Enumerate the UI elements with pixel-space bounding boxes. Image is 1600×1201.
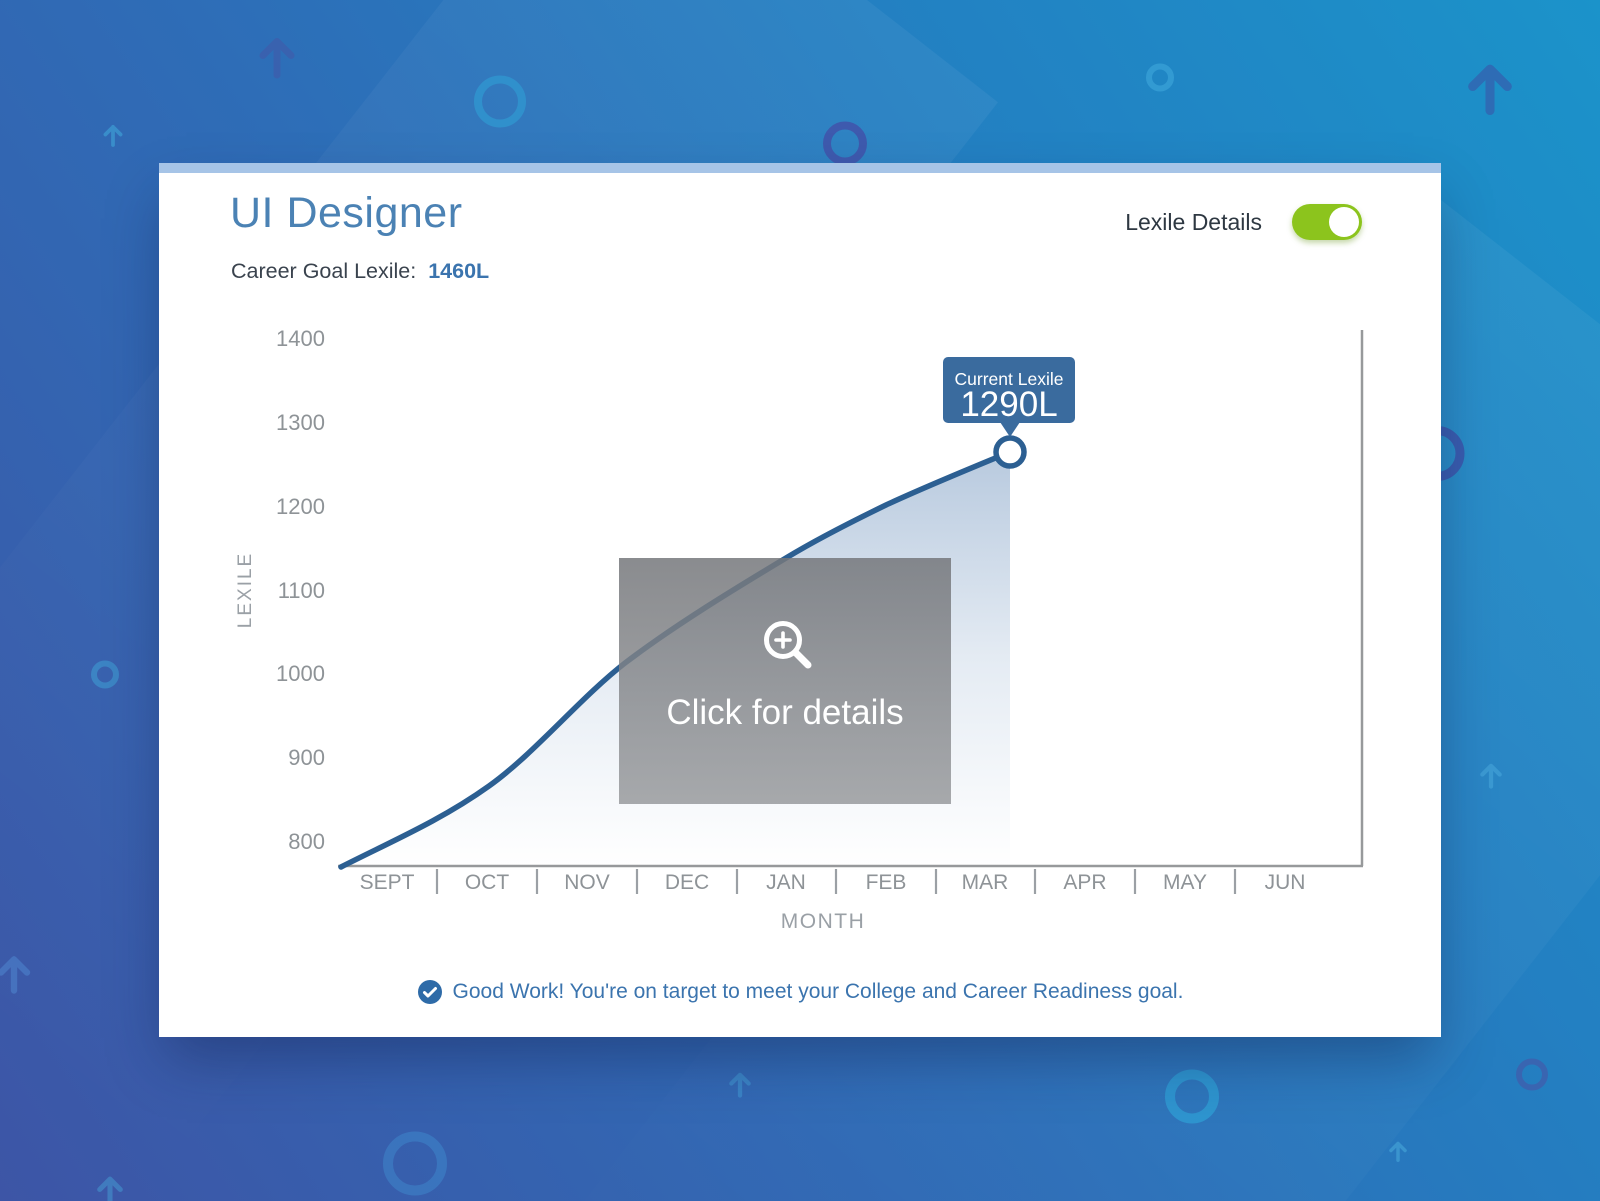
x-tick-label: SEPT	[360, 871, 415, 894]
arrow-up-icon	[91, 1171, 129, 1201]
card-top-accent-bar	[159, 163, 1441, 173]
ring-icon	[1515, 1058, 1549, 1097]
arrow-up-icon	[1385, 1138, 1411, 1169]
career-goal-label: Career Goal Lexile:	[231, 259, 417, 283]
x-tick-separators	[435, 869, 1237, 894]
x-axis-title: MONTH	[781, 910, 866, 933]
lexile-details-toggle-row: Lexile Details	[1125, 204, 1362, 240]
toggle-knob	[1329, 207, 1359, 237]
arrow-up-icon	[1475, 759, 1507, 796]
ring-icon	[382, 1131, 448, 1201]
x-tick-label: JAN	[766, 871, 806, 894]
y-tick-label: 900	[288, 745, 325, 770]
overlay-label: Click for details	[666, 693, 903, 732]
x-tick-label: DEC	[665, 871, 709, 894]
page-title: UI Designer	[230, 189, 463, 237]
click-for-details-overlay[interactable]: Click for details	[619, 558, 951, 804]
y-axis-title: LEXILE	[235, 552, 256, 628]
career-goal-line: Career Goal Lexile: 1460L	[231, 259, 489, 284]
ring-icon	[90, 660, 120, 695]
lexile-chart: 1400 1300 1200 1100 1000 900 800 LEXILE	[159, 163, 1441, 1037]
y-tick-label: 800	[288, 829, 325, 854]
ring-icon	[1145, 63, 1175, 98]
lexile-details-toggle[interactable]	[1292, 204, 1362, 240]
ring-icon	[1164, 1069, 1220, 1130]
zoom-in-icon	[764, 621, 812, 669]
check-circle-icon	[417, 980, 442, 1004]
status-message-row: Good Work! You're on target to meet your…	[159, 979, 1441, 1005]
arrow-up-icon	[1458, 55, 1522, 124]
current-lexile-marker[interactable]	[993, 435, 1027, 469]
x-tick-label: JUN	[1265, 871, 1306, 894]
arrow-up-icon	[0, 949, 38, 1002]
x-axis-ticks: SEPT OCT NOV DEC JAN FEB MAR APR MAY JUN	[360, 871, 1306, 894]
lexile-card: UI Designer Career Goal Lexile: 1460L Le…	[159, 163, 1441, 1037]
y-tick-label: 1000	[276, 661, 325, 686]
arrow-up-icon	[99, 121, 127, 154]
y-tick-label: 1300	[276, 410, 325, 435]
y-axis-ticks: 1400 1300 1200 1100 1000 900 800	[276, 326, 325, 854]
career-goal-value: 1460L	[428, 259, 490, 283]
arrow-up-icon	[724, 1068, 756, 1105]
x-tick-label: FEB	[866, 871, 907, 894]
toggle-label: Lexile Details	[1125, 208, 1262, 235]
arrow-up-icon	[251, 30, 303, 87]
x-tick-label: MAR	[962, 871, 1009, 894]
current-lexile-tooltip: Current Lexile 1290L	[943, 357, 1075, 437]
x-tick-label: APR	[1063, 871, 1106, 894]
ring-icon	[473, 75, 527, 134]
tooltip-value: 1290L	[960, 385, 1057, 424]
y-tick-label: 1400	[276, 326, 325, 351]
x-tick-label: NOV	[564, 871, 610, 894]
tooltip-label: Current Lexile	[955, 369, 1064, 389]
y-tick-label: 1100	[278, 578, 325, 603]
x-tick-label: MAY	[1163, 871, 1207, 894]
x-tick-label: OCT	[465, 871, 510, 894]
status-message: Good Work! You're on target to meet your…	[452, 980, 1184, 1003]
y-tick-label: 1200	[276, 494, 325, 519]
